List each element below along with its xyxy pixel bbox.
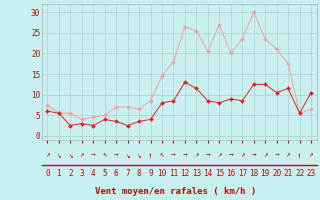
Text: ↗: ↗ [263, 150, 268, 160]
Text: 17: 17 [238, 170, 247, 178]
Text: 22: 22 [295, 170, 304, 178]
Text: ↑: ↑ [297, 150, 302, 160]
Text: 13: 13 [192, 170, 201, 178]
Text: ↗: ↗ [286, 150, 291, 160]
Text: 11: 11 [169, 170, 178, 178]
Text: →: → [91, 150, 95, 160]
Text: ↘: ↘ [125, 150, 130, 160]
Text: ↗: ↗ [309, 150, 313, 160]
Text: →: → [114, 150, 118, 160]
Text: 9: 9 [148, 170, 153, 178]
Text: ↗: ↗ [217, 150, 222, 160]
Text: 14: 14 [203, 170, 212, 178]
Text: 10: 10 [157, 170, 167, 178]
Text: 0: 0 [45, 170, 50, 178]
Text: 12: 12 [180, 170, 189, 178]
Text: Vent moyen/en rafales ( km/h ): Vent moyen/en rafales ( km/h ) [95, 188, 257, 196]
Text: ↗: ↗ [194, 150, 199, 160]
Text: 7: 7 [125, 170, 130, 178]
Text: 23: 23 [307, 170, 316, 178]
Text: ↖: ↖ [102, 150, 107, 160]
Text: 8: 8 [137, 170, 141, 178]
Text: →: → [252, 150, 256, 160]
Text: 16: 16 [226, 170, 236, 178]
Text: ↘: ↘ [57, 150, 61, 160]
Text: 18: 18 [249, 170, 258, 178]
Text: ↗: ↗ [45, 150, 50, 160]
Text: ↘: ↘ [68, 150, 73, 160]
Text: 20: 20 [272, 170, 281, 178]
Text: 21: 21 [284, 170, 293, 178]
Text: ↑: ↑ [148, 150, 153, 160]
Text: 4: 4 [91, 170, 95, 178]
Text: ↗: ↗ [240, 150, 244, 160]
Text: →: → [205, 150, 210, 160]
Text: →: → [183, 150, 187, 160]
Text: ↗: ↗ [79, 150, 84, 160]
Text: 3: 3 [79, 170, 84, 178]
Text: 1: 1 [57, 170, 61, 178]
Text: 19: 19 [260, 170, 270, 178]
Text: →: → [171, 150, 176, 160]
Text: ↘: ↘ [137, 150, 141, 160]
Text: →: → [228, 150, 233, 160]
Text: ↖: ↖ [160, 150, 164, 160]
Text: 5: 5 [102, 170, 107, 178]
Text: 2: 2 [68, 170, 73, 178]
Text: →: → [274, 150, 279, 160]
Text: 15: 15 [215, 170, 224, 178]
Text: 6: 6 [114, 170, 118, 178]
